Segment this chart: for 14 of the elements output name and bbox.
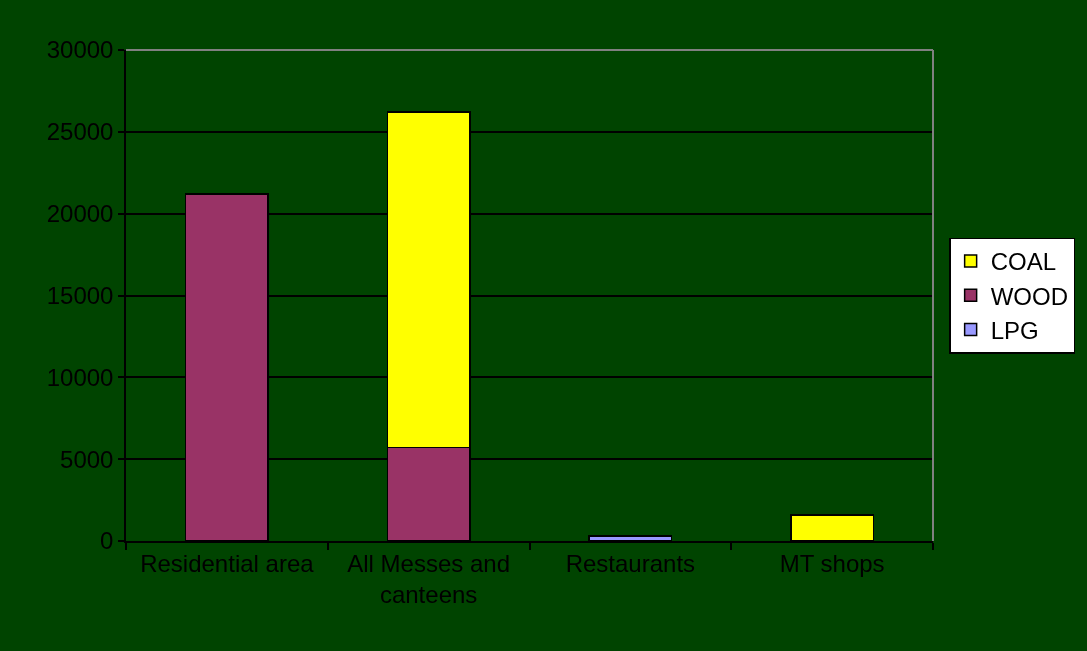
y-tick-label: 25000 <box>46 118 114 146</box>
legend-label: COAL <box>990 248 1056 276</box>
y-tick-label: 10000 <box>46 363 114 391</box>
x-tick-label: Restaurants <box>565 549 696 577</box>
legend-label: WOOD <box>990 282 1068 310</box>
x-tick-label: Residential area <box>140 549 315 577</box>
x-tick-label: All Messes and canteens <box>347 549 511 608</box>
y-tick-label: 15000 <box>46 281 114 309</box>
y-tick-label: 5000 <box>60 445 114 473</box>
y-tick-label: 20000 <box>46 200 114 228</box>
legend-label: LPG <box>990 316 1039 344</box>
y-tick-label: 30000 <box>46 36 114 64</box>
y-tick-label: 0 <box>100 527 114 555</box>
x-tick-label: MT shops <box>779 549 885 577</box>
